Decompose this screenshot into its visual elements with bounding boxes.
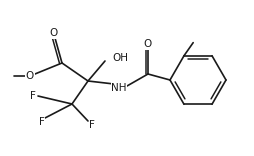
Text: O: O	[143, 39, 151, 49]
Text: O: O	[50, 28, 58, 38]
Text: F: F	[39, 117, 45, 127]
Text: OH: OH	[112, 53, 128, 63]
Text: F: F	[89, 120, 95, 130]
Text: NH: NH	[111, 83, 127, 93]
Text: O: O	[26, 71, 34, 81]
Text: F: F	[30, 91, 36, 101]
